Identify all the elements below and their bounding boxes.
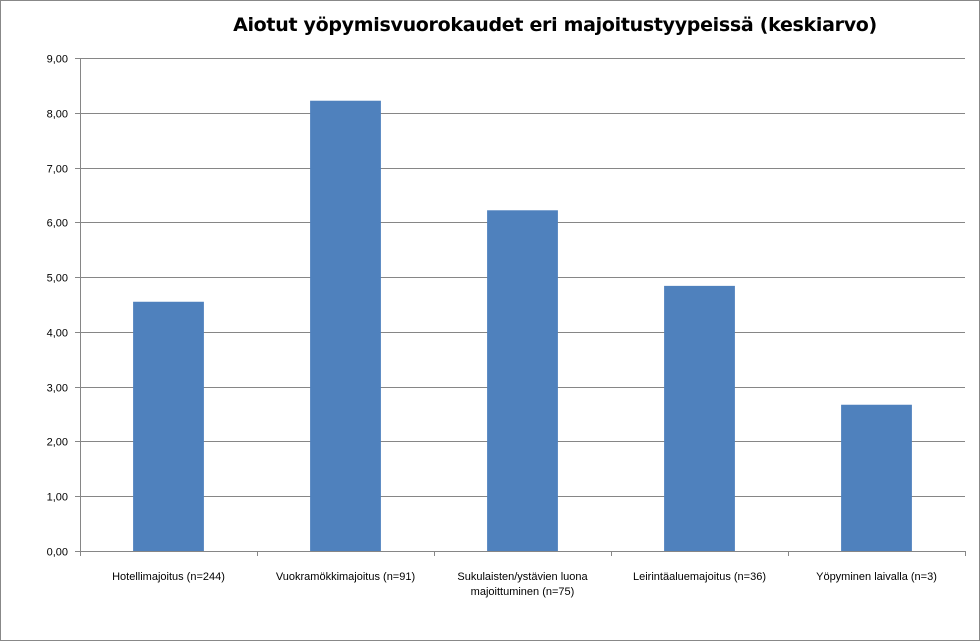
bar [841, 404, 912, 551]
y-tick-label: 9,00 [47, 54, 68, 66]
bar [664, 285, 735, 551]
x-tick-label: Sukulaisten/ystävien luona majoittuminen … [457, 571, 588, 598]
x-tick-label-line: Hotellimajoitus (n=244) [112, 571, 225, 583]
x-tick-label: Yöpyminen laivalla (n=3) [816, 571, 937, 583]
bar [133, 301, 204, 551]
y-tick-label: 8,00 [47, 109, 68, 121]
x-tick-label: Leirintäaluemajoitus (n=36) [633, 571, 766, 583]
bar [310, 100, 381, 551]
y-tick-label: 4,00 [47, 328, 68, 340]
y-tick-label: 2,00 [47, 437, 68, 449]
y-tick-label: 1,00 [47, 492, 68, 504]
x-tick-label: Hotellimajoitus (n=244) [112, 571, 225, 583]
y-tick-label: 0,00 [47, 547, 68, 559]
chart-title: Aiotut yöpymisvuorokaudet eri majoitusty… [233, 14, 877, 36]
x-tick-label-line: Vuokramökkimajoitus (n=91) [276, 571, 415, 583]
x-tick-label-line: Sukulaisten/ystävien luona [457, 571, 588, 583]
y-tick-label: 6,00 [47, 218, 68, 230]
bar [487, 210, 558, 551]
y-tick-label: 7,00 [47, 164, 68, 176]
x-tick-label-line: majoittuminen (n=75) [471, 586, 575, 598]
y-tick-label: 5,00 [47, 273, 68, 285]
y-tick-label: 3,00 [47, 383, 68, 395]
x-tick-label: Vuokramökkimajoitus (n=91) [276, 571, 415, 583]
x-tick-label-line: Yöpyminen laivalla (n=3) [816, 571, 937, 583]
x-tick-label-line: Leirintäaluemajoitus (n=36) [633, 571, 766, 583]
